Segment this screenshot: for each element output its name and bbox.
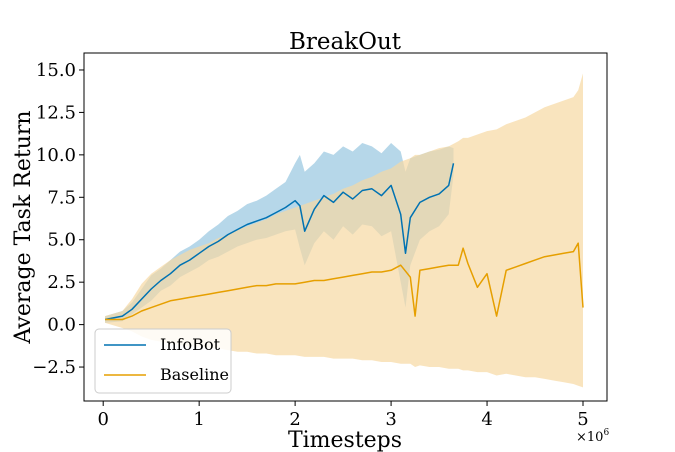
x-axis-multiplier-exponent: 6 [603,428,609,438]
chart-title: BreakOut [289,29,402,55]
legend-label-baseline: Baseline [160,365,229,384]
confidence-bands [105,73,583,388]
x-axis-multiplier-base: ×10 [576,430,603,445]
plot-frame [83,52,608,402]
baseline-line [105,242,584,321]
y-axis-label: Average Task Return [11,110,36,344]
y-tick-label: −2.5 [32,357,76,378]
y-axis: −2.5 0.0 2.5 5.0 7.5 10.0 12.5 15.0 [32,60,84,378]
y-tick-label: 2.5 [47,272,76,293]
x-axis-label: Timesteps [288,428,402,452]
x-tick-label: 4 [481,409,492,430]
x-tick-label: 0 [97,409,108,430]
legend-label-infobot: InfoBot [160,335,221,354]
y-tick-label: 12.5 [36,102,76,123]
x-axis: 0 1 2 3 4 5 [97,401,589,430]
x-tick-label: 5 [577,409,588,430]
y-tick-label: 15.0 [36,60,76,81]
x-axis-multiplier: ×106 [576,428,609,445]
x-tick-label: 3 [385,409,396,430]
x-tick-label: 2 [289,409,300,430]
infobot-line [104,163,455,321]
y-tick-label: 7.5 [47,187,76,208]
x-tick-label: 1 [193,409,204,430]
baseline-band [105,73,583,388]
y-tick-label: 5.0 [47,230,76,251]
series-lines [104,163,584,321]
y-tick-label: 0.0 [47,315,76,336]
legend: InfoBot Baseline [94,328,232,394]
y-tick-label: 10.0 [36,145,76,166]
